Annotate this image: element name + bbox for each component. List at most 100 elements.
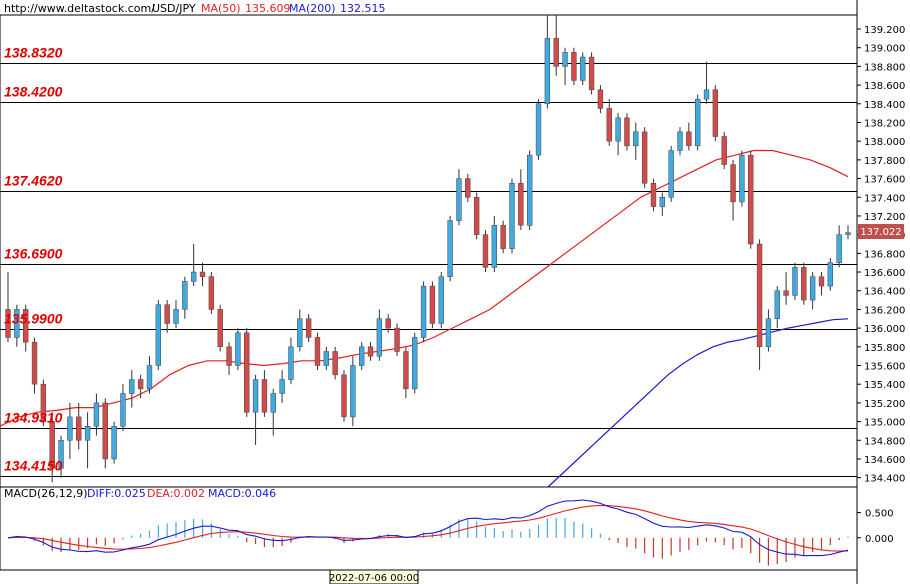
candle-body bbox=[367, 346, 374, 357]
site-url[interactable]: http://www.deltastock.com/ bbox=[4, 2, 155, 15]
ma200-value: 132.515 bbox=[340, 2, 386, 15]
candle-body bbox=[783, 290, 789, 296]
price-tick-label: 137.600 bbox=[864, 175, 905, 186]
candle-body bbox=[456, 178, 462, 221]
candle-body bbox=[412, 337, 418, 390]
candle-body bbox=[739, 154, 745, 203]
macd-name: MACD(26,12,9) bbox=[4, 487, 88, 500]
candle bbox=[429, 281, 436, 329]
macd-tick-label: 0.500 bbox=[865, 509, 894, 520]
price-tick-label: 134.600 bbox=[864, 455, 905, 466]
candle-body bbox=[191, 271, 197, 282]
candle-body bbox=[314, 337, 321, 366]
candle-body bbox=[385, 318, 391, 329]
candle-body bbox=[553, 38, 559, 67]
price-tick-label: 136.800 bbox=[864, 249, 905, 260]
candle bbox=[376, 309, 383, 361]
candle bbox=[580, 52, 586, 86]
candle bbox=[288, 337, 294, 385]
candle-body bbox=[146, 365, 153, 390]
candle-body bbox=[84, 425, 91, 441]
candle-body bbox=[23, 309, 29, 343]
candle bbox=[553, 15, 559, 76]
candle bbox=[624, 113, 630, 151]
price-axis: 139.200 139.000 138.800 138.600 138.400 138.2… bbox=[857, 25, 905, 485]
price-tick-label: 138.400 bbox=[864, 100, 905, 111]
candle bbox=[359, 342, 365, 371]
candle bbox=[31, 337, 38, 394]
price-tick-label: 134.400 bbox=[864, 474, 905, 485]
candle bbox=[120, 384, 126, 431]
candle bbox=[641, 127, 648, 188]
candle-body bbox=[818, 276, 825, 287]
candle bbox=[261, 370, 268, 417]
candle bbox=[341, 370, 347, 422]
price-tick-label: 137.200 bbox=[864, 212, 905, 223]
price-tick-label: 135.200 bbox=[864, 399, 905, 410]
candle bbox=[208, 272, 215, 315]
candle bbox=[385, 314, 391, 333]
candle-body bbox=[836, 234, 842, 263]
candle bbox=[403, 346, 409, 399]
candle bbox=[765, 309, 772, 352]
candle-body bbox=[58, 440, 64, 469]
candle bbox=[102, 398, 108, 469]
candle bbox=[447, 215, 453, 282]
price-tick-label: 139.000 bbox=[864, 44, 905, 55]
price-tick-label: 136.200 bbox=[864, 305, 905, 316]
candle bbox=[827, 258, 833, 291]
candle bbox=[748, 150, 754, 249]
candle bbox=[173, 300, 179, 329]
candle-body bbox=[827, 262, 833, 287]
candle bbox=[93, 393, 100, 436]
candle bbox=[67, 402, 73, 459]
candle bbox=[314, 332, 321, 371]
candle bbox=[818, 272, 825, 296]
candle-body bbox=[677, 131, 683, 151]
candle bbox=[527, 150, 533, 230]
candle-body bbox=[403, 351, 409, 390]
candle bbox=[438, 272, 444, 329]
price-tick-label: 138.200 bbox=[864, 118, 905, 129]
candle-body bbox=[305, 318, 312, 338]
candle bbox=[14, 304, 20, 347]
macd-diff-line bbox=[7, 499, 849, 557]
candle-body bbox=[535, 103, 542, 156]
candle-body bbox=[420, 285, 427, 338]
candle-body bbox=[482, 234, 489, 268]
candle-body bbox=[845, 232, 851, 235]
candle-body bbox=[217, 309, 223, 348]
candle-body bbox=[615, 117, 621, 142]
level-labels: 138.8320 138.4200 137.4620 136.6900 135.9900… bbox=[4, 45, 63, 474]
candle-body bbox=[544, 38, 551, 105]
macd-axis: 0.500 0.000 bbox=[857, 509, 894, 545]
price-tick-label: 137.400 bbox=[864, 193, 905, 204]
price-tick-label: 135.600 bbox=[864, 361, 905, 372]
candle-body bbox=[509, 182, 515, 249]
candle-body bbox=[748, 154, 754, 245]
candle-body bbox=[500, 225, 506, 249]
candle bbox=[535, 99, 542, 160]
candle-body bbox=[235, 332, 241, 366]
candle-body bbox=[67, 416, 73, 441]
candle bbox=[367, 342, 374, 361]
candle bbox=[129, 370, 135, 408]
candle-body bbox=[518, 182, 524, 226]
price-tick-label: 135.400 bbox=[864, 380, 905, 391]
candle-body bbox=[641, 131, 648, 184]
candle-body bbox=[376, 318, 383, 357]
candle bbox=[792, 262, 798, 301]
macd-value: MACD:0.046 bbox=[208, 487, 276, 500]
candle bbox=[111, 421, 117, 464]
price-tick-label: 134.800 bbox=[864, 436, 905, 447]
current-price-badge: 137.022 bbox=[858, 224, 904, 239]
candle bbox=[164, 300, 170, 333]
candle-body bbox=[527, 154, 533, 226]
candle bbox=[394, 323, 400, 357]
symbol-label: USD/JPY bbox=[152, 2, 196, 15]
candle bbox=[500, 220, 506, 254]
candle-body bbox=[703, 89, 710, 100]
candle bbox=[597, 85, 604, 114]
support-resistance-levels bbox=[0, 63, 857, 477]
candle-body bbox=[182, 281, 188, 310]
